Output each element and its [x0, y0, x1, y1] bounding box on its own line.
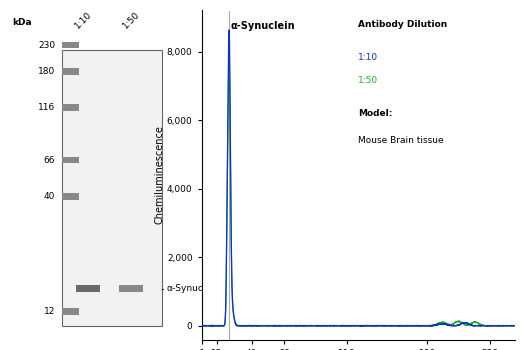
Text: 40: 40 — [44, 192, 55, 201]
Text: α-Synuclein: α-Synuclein — [230, 21, 295, 31]
Text: Antibody Dilution: Antibody Dilution — [358, 20, 447, 29]
Text: 116: 116 — [38, 103, 55, 112]
Bar — [76, 285, 100, 292]
Text: Model:: Model: — [358, 109, 393, 118]
Bar — [119, 285, 142, 292]
Text: α-Synuclein: α-Synuclein — [167, 284, 220, 293]
Bar — [62, 104, 79, 111]
Bar — [62, 42, 79, 48]
Bar — [62, 308, 79, 315]
Text: 230: 230 — [38, 41, 55, 50]
Text: 1:10: 1:10 — [358, 53, 379, 62]
Text: 1:50: 1:50 — [358, 76, 379, 85]
Text: 1:50: 1:50 — [121, 10, 141, 30]
Text: kDa: kDa — [12, 18, 32, 27]
Text: Mouse Brain tissue: Mouse Brain tissue — [358, 135, 444, 145]
Text: 66: 66 — [44, 156, 55, 165]
Bar — [62, 68, 79, 75]
Bar — [62, 193, 79, 199]
Text: 180: 180 — [38, 67, 55, 76]
Bar — [62, 157, 79, 163]
Text: 12: 12 — [44, 307, 55, 316]
Text: 1:10: 1:10 — [73, 10, 93, 30]
Y-axis label: Chemiluminescence: Chemiluminescence — [154, 126, 164, 224]
Bar — [62, 50, 162, 326]
